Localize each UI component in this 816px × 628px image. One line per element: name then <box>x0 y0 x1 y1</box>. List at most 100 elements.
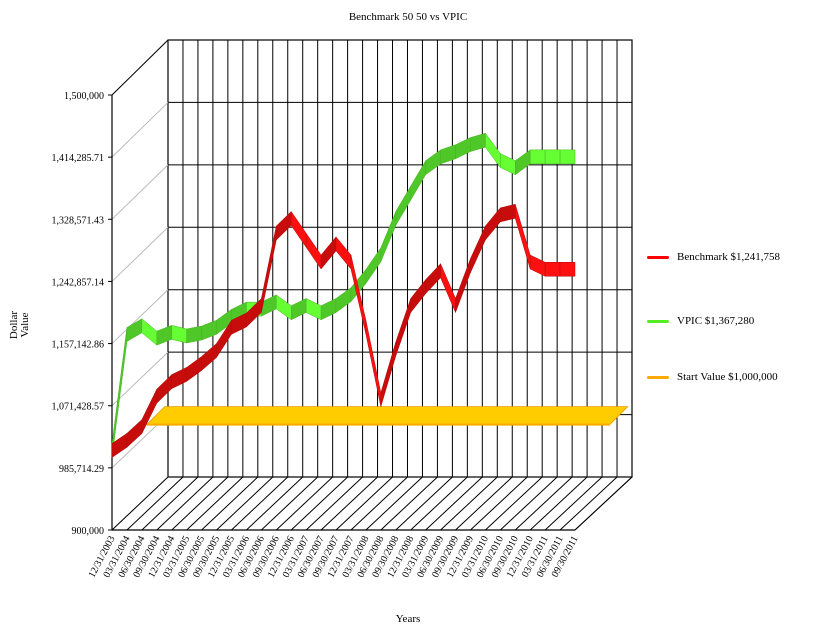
y-tick-label: 1,500,000 <box>64 91 104 102</box>
ribbon-segment-benchmark <box>559 262 576 277</box>
ribbon-segment-benchmark <box>440 263 456 313</box>
left-wall-gridline <box>111 102 169 158</box>
y-tick-label: 985,714.29 <box>59 464 104 475</box>
legend-label-vpic: VPIC $1,367,280 <box>677 315 755 327</box>
floor-depth-gridline <box>111 476 169 531</box>
y-axis-label: Value <box>19 312 31 337</box>
y-tick-label: 1,328,571.43 <box>52 215 105 226</box>
floor-depth-gridline <box>365 476 423 531</box>
floor-depth-gridline <box>395 476 453 531</box>
floor-depth-gridline <box>231 476 289 531</box>
floor-depth-gridline <box>320 476 378 531</box>
ribbon-segment-vpic <box>440 144 456 165</box>
grid-layer <box>108 39 633 531</box>
ribbon-segment-benchmark <box>455 258 471 313</box>
ribbon-segment-vpic <box>156 324 172 346</box>
floor-depth-gridline <box>485 476 543 531</box>
floor-depth-gridline <box>201 476 259 531</box>
left-wall-gridline <box>111 226 169 282</box>
floor-depth-gridline <box>246 476 304 531</box>
ribbon-segment-benchmark <box>515 204 531 270</box>
ribbon-segment-vpic <box>320 298 337 321</box>
ribbon-segment-vpic <box>485 132 501 169</box>
y-tick-label: 900,000 <box>72 526 105 537</box>
ribbon-segment-vpic <box>515 149 531 176</box>
ribbon-segment-benchmark <box>305 232 322 270</box>
series-benchmark <box>111 203 576 458</box>
legend-label-benchmark: Benchmark $1,241,758 <box>677 251 780 263</box>
ribbon-segment-benchmark <box>529 254 546 277</box>
floor-depth-gridline <box>574 476 633 531</box>
ribbon-segment-vpic <box>290 298 307 321</box>
legend-swatch-vpic <box>647 319 669 323</box>
floor-depth-gridline <box>559 476 618 531</box>
floor-depth-gridline <box>305 476 363 531</box>
ribbon-segment-benchmark <box>171 366 187 390</box>
y-tick-label: 1,414,285.71 <box>52 153 105 164</box>
floor-depth-gridline <box>156 476 214 531</box>
ribbon-segment-benchmark <box>126 419 143 448</box>
legend-swatch-start-value <box>647 375 669 379</box>
ribbon-segment-benchmark <box>500 203 516 223</box>
floor-depth-gridline <box>335 476 393 531</box>
floor-depth-gridline <box>216 476 274 531</box>
ribbon-segment-benchmark <box>335 236 352 270</box>
floor-depth-gridline <box>141 476 199 531</box>
floor-depth-gridline <box>261 476 319 531</box>
floor-depth-gridline <box>499 476 558 531</box>
ribbon-segment-vpic <box>559 149 576 165</box>
floor-depth-gridline <box>350 476 408 531</box>
floor-depth-gridline <box>425 476 483 531</box>
ribbon-segment-vpic <box>141 318 158 346</box>
legend-label-start-value: Start Value $1,000,000 <box>677 371 778 383</box>
floor-depth-gridline <box>470 476 528 531</box>
ribbon-segment-vpic <box>201 319 217 341</box>
floor-depth-gridline <box>410 476 468 531</box>
legend-item-vpic: VPIC $1,367,280 <box>647 312 754 330</box>
ribbon-segment-vpic <box>305 298 322 321</box>
floor-depth-gridline <box>455 476 513 531</box>
series-vpic <box>111 132 576 458</box>
ribbon-segment-benchmark <box>410 278 426 314</box>
series-layer <box>111 132 629 458</box>
left-wall-top-edge <box>111 39 169 96</box>
floor-depth-gridline <box>529 476 588 531</box>
ribbon-segment-vpic <box>455 137 471 160</box>
ribbon-segment-benchmark <box>290 210 307 249</box>
ribbon-segment-vpic <box>470 132 486 152</box>
x-axis-label: Years <box>396 613 421 625</box>
ribbon-segment-benchmark <box>276 210 292 241</box>
ribbon-segment-vpic <box>335 287 352 313</box>
ribbon-segment-vpic <box>186 325 202 344</box>
ribbon-segment-vpic <box>425 149 441 176</box>
legend-item-benchmark: Benchmark $1,241,758 <box>647 248 780 266</box>
legend-swatch-benchmark <box>647 255 669 259</box>
floor-depth-gridline <box>544 476 603 531</box>
ribbon-segment-vpic <box>380 211 397 262</box>
label-layer: 900,000 985,714.29 1,071,428.57 1,157,142.8… <box>52 91 581 580</box>
floor-depth-gridline <box>171 476 229 531</box>
ribbon-segment-vpic <box>500 153 516 176</box>
left-wall-gridline <box>111 164 169 220</box>
ribbon-segment-vpic <box>529 149 546 165</box>
ribbon-segment-benchmark <box>186 356 202 382</box>
series-start-value <box>145 406 629 426</box>
ribbon-segment-vpic <box>395 185 411 227</box>
left-wall-gridline <box>111 351 169 407</box>
ribbon-segment-benchmark <box>201 342 217 372</box>
ribbon-segment-benchmark <box>470 225 486 273</box>
y-axis-label-group: Dollar Value <box>8 311 31 339</box>
floor-depth-gridline <box>380 476 438 531</box>
y-tick-label: 1,157,142.86 <box>52 340 105 351</box>
ribbon-band-start-value <box>145 406 629 426</box>
ribbon-segment-benchmark <box>320 236 337 270</box>
floor-depth-gridline <box>275 476 333 531</box>
floor-depth-gridline <box>514 476 573 531</box>
floor-depth-gridline <box>186 476 244 531</box>
ribbon-segment-benchmark <box>156 374 172 404</box>
floor-depth-gridline <box>440 476 498 531</box>
ribbon-segment-vpic <box>365 246 382 285</box>
ribbon-segment-benchmark <box>425 263 441 295</box>
y-tick-label: 1,071,428.57 <box>52 402 105 413</box>
